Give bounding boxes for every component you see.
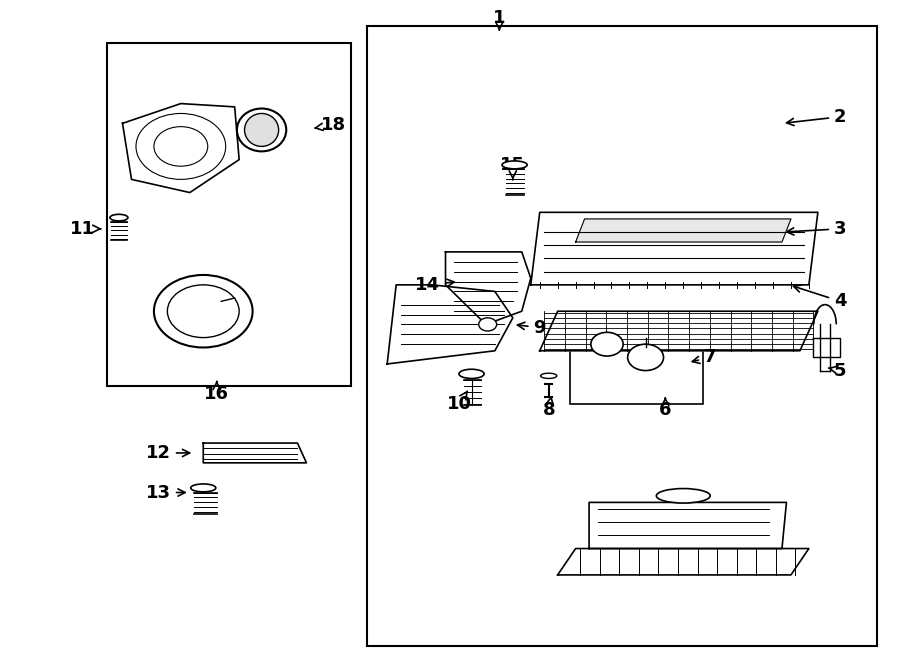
Ellipse shape — [245, 113, 279, 146]
Text: 16: 16 — [204, 381, 230, 402]
Circle shape — [154, 275, 253, 348]
Text: 8: 8 — [543, 397, 555, 419]
Polygon shape — [531, 213, 818, 285]
Polygon shape — [576, 219, 791, 242]
Text: 14: 14 — [415, 276, 454, 294]
Ellipse shape — [237, 109, 286, 152]
Ellipse shape — [656, 489, 710, 503]
Ellipse shape — [502, 161, 527, 169]
Polygon shape — [590, 502, 787, 549]
Text: 15: 15 — [500, 156, 526, 179]
Bar — [107, 43, 351, 386]
Polygon shape — [446, 252, 531, 324]
Ellipse shape — [459, 369, 484, 379]
Circle shape — [167, 285, 239, 338]
Ellipse shape — [191, 484, 216, 492]
Text: 11: 11 — [69, 220, 101, 238]
Text: 5: 5 — [829, 361, 847, 379]
Text: 10: 10 — [446, 391, 472, 412]
Text: 6: 6 — [659, 398, 671, 419]
Bar — [571, 324, 703, 404]
Polygon shape — [122, 103, 239, 193]
Polygon shape — [387, 285, 513, 364]
Text: 12: 12 — [146, 444, 190, 462]
Text: 1: 1 — [493, 9, 506, 30]
Circle shape — [479, 318, 497, 331]
Ellipse shape — [541, 373, 557, 379]
Ellipse shape — [110, 214, 128, 221]
Text: 18: 18 — [315, 117, 346, 134]
Circle shape — [591, 332, 623, 356]
Text: 7: 7 — [692, 348, 716, 366]
Text: 3: 3 — [787, 220, 847, 238]
Polygon shape — [814, 338, 841, 357]
Polygon shape — [203, 443, 306, 463]
Text: 17: 17 — [164, 322, 194, 340]
Text: 9: 9 — [518, 318, 546, 337]
Bar — [367, 26, 878, 646]
Polygon shape — [558, 549, 809, 575]
Text: 13: 13 — [146, 483, 185, 502]
Circle shape — [627, 344, 663, 371]
Polygon shape — [540, 311, 818, 351]
Text: 2: 2 — [787, 108, 847, 126]
Text: 4: 4 — [794, 285, 847, 310]
